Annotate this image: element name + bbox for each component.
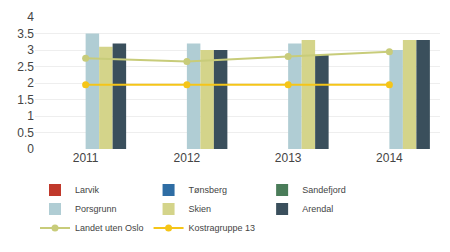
svg-text:Landet uten Oslo: Landet uten Oslo (75, 223, 144, 233)
svg-text:Kostragruppe 13: Kostragruppe 13 (189, 223, 256, 233)
svg-text:Larvik: Larvik (75, 185, 100, 195)
svg-text:2011: 2011 (73, 151, 99, 165)
svg-text:2013: 2013 (275, 151, 302, 165)
svg-text:1: 1 (27, 109, 34, 123)
svg-text:Sandefjord: Sandefjord (302, 185, 346, 195)
svg-text:3: 3 (27, 43, 34, 57)
svg-text:2: 2 (27, 76, 34, 90)
svg-text:2014: 2014 (376, 151, 403, 165)
svg-text:2012: 2012 (174, 151, 201, 165)
svg-text:3.5: 3.5 (17, 27, 34, 41)
svg-text:Arendal: Arendal (302, 204, 333, 214)
svg-text:2.5: 2.5 (17, 60, 34, 74)
svg-text:Porsgrunn: Porsgrunn (75, 204, 117, 214)
svg-text:Skien: Skien (189, 204, 212, 214)
svg-text:0: 0 (27, 142, 34, 156)
svg-text:0.5: 0.5 (17, 126, 34, 140)
svg-text:4: 4 (27, 10, 34, 24)
svg-text:Tønsberg: Tønsberg (189, 185, 228, 195)
svg-text:1.5: 1.5 (17, 93, 34, 107)
